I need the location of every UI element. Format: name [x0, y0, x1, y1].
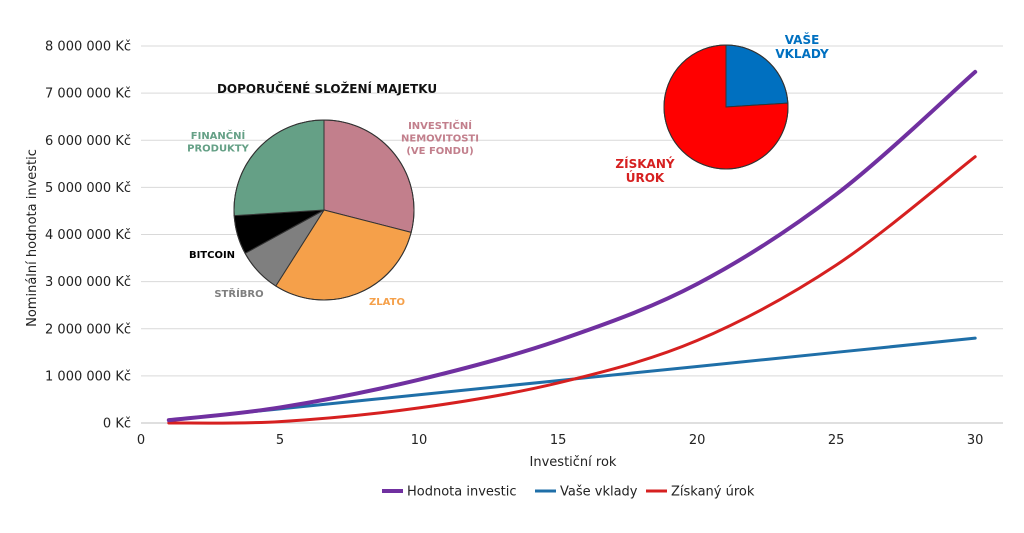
pie-outline [233, 119, 415, 301]
x-tick-label: 30 [967, 433, 984, 448]
pie-slice-financni-produkty [233, 119, 325, 217]
y-tick-label: 5 000 000 Kč [45, 181, 131, 196]
deposit-interest-pie-labels: VAŠE VKLADY ZÍSKANÝ ÚROK [615, 32, 829, 185]
x-axis-title: Investiční rok [530, 455, 617, 470]
legend-label: Vaše vklady [560, 485, 638, 500]
x-tick-label: 0 [137, 433, 145, 448]
pie-label-vase-vklady: VAŠE VKLADY [775, 32, 829, 61]
x-tick-label: 10 [411, 433, 428, 448]
pie-label-financni-produkty: FINANČNÍ PRODUKTY [187, 129, 250, 155]
y-tick-label: 3 000 000 Kč [45, 275, 131, 290]
y-axis-title: Nominální hodnota investic [25, 149, 40, 327]
y-tick-label: 2 000 000 Kč [45, 322, 131, 337]
series-line-hodnota-investic [166, 69, 978, 423]
y-tick-label: 1 000 000 Kč [45, 369, 131, 384]
legend-label: Hodnota investic [407, 485, 517, 500]
allocation-pie [233, 119, 415, 301]
x-tick-label: 25 [828, 433, 845, 448]
y-tick-label: 7 000 000 Kč [45, 87, 131, 102]
pie-title: DOPORUČENÉ SLOŽENÍ MAJETKU [217, 81, 437, 96]
x-tick-label: 20 [689, 433, 706, 448]
pie-outline [663, 44, 789, 170]
deposit-interest-pie [663, 44, 789, 170]
legend: Hodnota investic Vaše vklady Získaný úrok [382, 485, 755, 500]
allocation-pie-labels: INVESTIČNÍ NEMOVITOSTI (VE FONDU) ZLATO STŘÍ… [187, 119, 479, 308]
pie-label-zlato: ZLATO [369, 297, 405, 308]
pie-label-bitcoin: BITCOIN [189, 250, 235, 261]
series-lines [166, 69, 978, 425]
y-tick-label: 4 000 000 Kč [45, 228, 131, 243]
series-line-ziskany-urok [167, 155, 977, 425]
pie-label-investicni-nemovitosti-ve-fondu: INVESTIČNÍ NEMOVITOSTI (VE FONDU) [401, 119, 479, 157]
x-axis-ticks: 0 5 10 15 20 25 30 [137, 433, 984, 448]
legend-label: Získaný úrok [671, 485, 755, 500]
y-tick-label: 0 Kč [103, 417, 131, 432]
y-tick-label: 6 000 000 Kč [45, 134, 131, 149]
pie-label-ziskany-urok: ZÍSKANÝ ÚROK [615, 156, 674, 185]
y-tick-label: 8 000 000 Kč [45, 40, 131, 55]
y-axis-ticks: 0 Kč 1 000 000 Kč 2 000 000 Kč 3 000 000 Kč… [45, 40, 131, 432]
pie-label-stribro: STŘÍBRO [214, 287, 263, 300]
x-tick-label: 15 [550, 433, 567, 448]
x-tick-label: 5 [276, 433, 284, 448]
